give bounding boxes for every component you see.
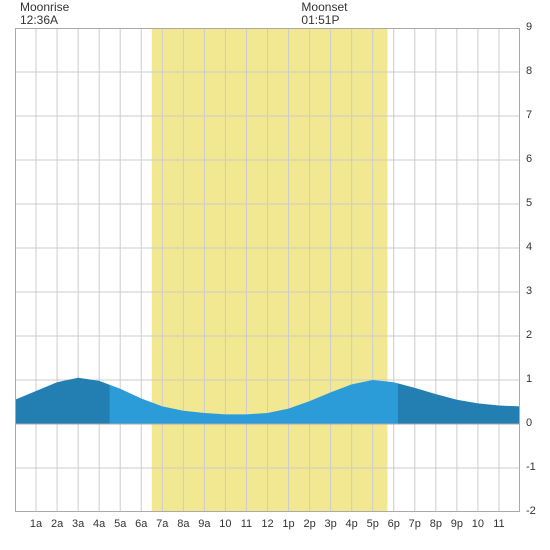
plot-area (15, 28, 520, 512)
moonset-title: Moonset (301, 0, 347, 14)
x-tick-label: 5p (363, 518, 383, 530)
y-tick-label: 9 (526, 21, 532, 33)
y-tick-label: 0 (526, 417, 532, 429)
x-tick-label: 3p (321, 518, 341, 530)
chart-container: { "chart": { "type": "area", "width": 55… (0, 0, 550, 550)
x-tick-label: 9p (447, 518, 467, 530)
x-tick-label: 6a (131, 518, 151, 530)
x-tick-label: 11 (236, 518, 256, 530)
plot-svg (15, 28, 520, 512)
x-tick-label: 5a (110, 518, 130, 530)
x-tick-label: 4a (89, 518, 109, 530)
x-tick-label: 2p (300, 518, 320, 530)
x-tick-label: 2a (47, 518, 67, 530)
x-tick-label: 4p (342, 518, 362, 530)
x-tick-label: 10 (215, 518, 235, 530)
x-tick-label: 3a (68, 518, 88, 530)
y-tick-label: 2 (526, 329, 532, 341)
y-tick-label: 3 (526, 285, 532, 297)
y-tick-label: 7 (526, 109, 532, 121)
x-tick-label: 10 (468, 518, 488, 530)
y-tick-label: 6 (526, 153, 532, 165)
x-tick-label: 9a (194, 518, 214, 530)
x-tick-label: 6p (384, 518, 404, 530)
x-tick-label: 12 (258, 518, 278, 530)
moonset-time: 01:51P (301, 13, 339, 27)
y-tick-label: 5 (526, 197, 532, 209)
x-tick-label: 1a (26, 518, 46, 530)
y-tick-label: 4 (526, 241, 532, 253)
x-tick-label: 8a (173, 518, 193, 530)
x-tick-label: 1p (279, 518, 299, 530)
y-tick-label: -2 (526, 505, 536, 517)
moonrise-time: 12:36A (20, 13, 58, 27)
y-tick-label: 1 (526, 373, 532, 385)
x-tick-label: 11 (489, 518, 509, 530)
x-tick-label: 8p (426, 518, 446, 530)
moonrise-title: Moonrise (20, 0, 69, 14)
x-tick-label: 7p (405, 518, 425, 530)
x-tick-label: 7a (152, 518, 172, 530)
y-tick-label: 8 (526, 65, 532, 77)
y-tick-label: -1 (526, 461, 536, 473)
